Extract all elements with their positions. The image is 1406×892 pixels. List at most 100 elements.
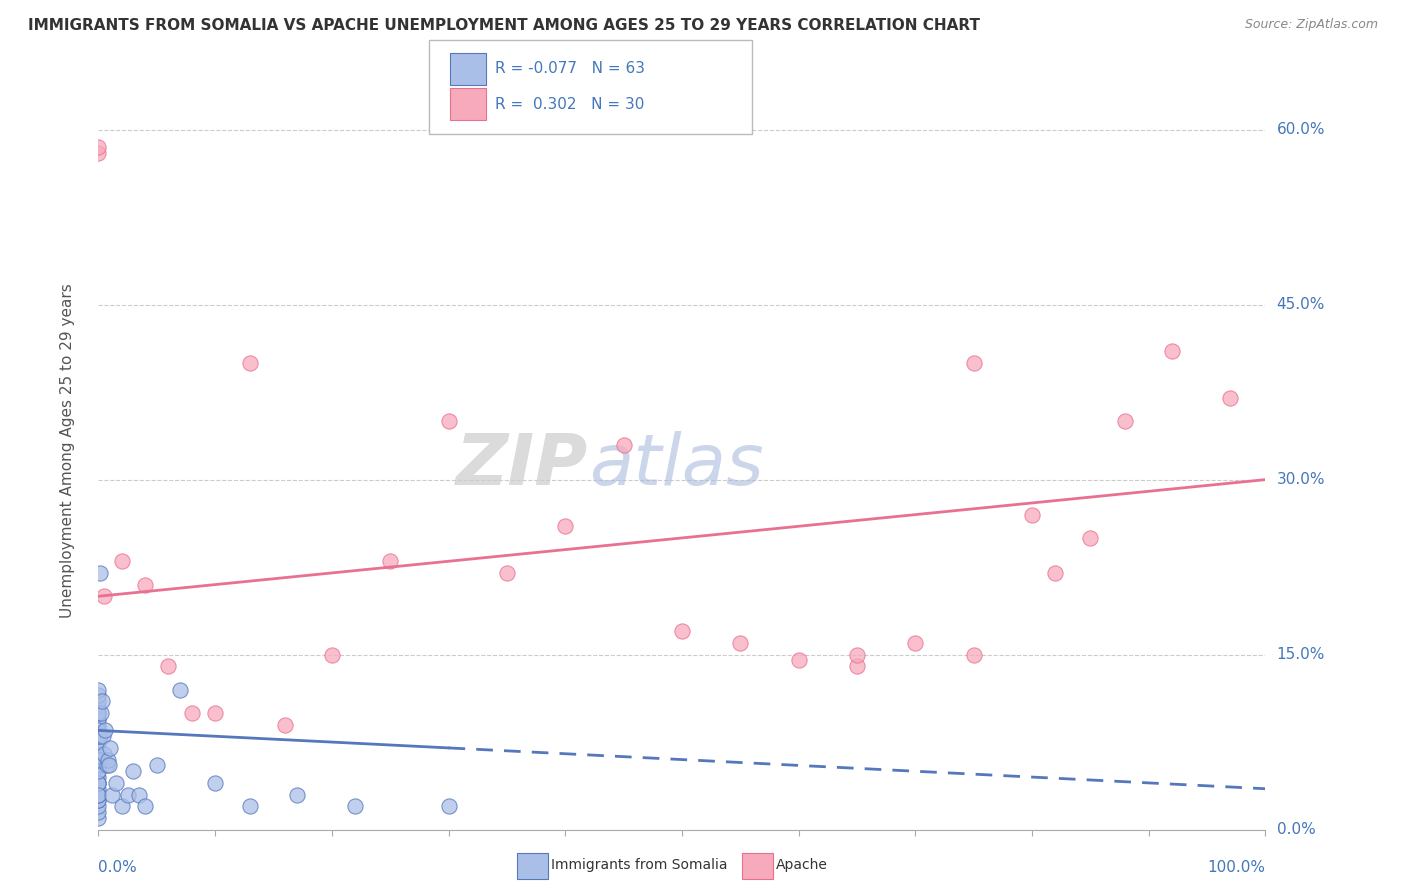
Point: [87, 753, 110, 767]
Point: [87, 706, 110, 720]
Text: 45.0%: 45.0%: [1277, 297, 1324, 312]
Point: [87, 776, 110, 790]
Text: 0.0%: 0.0%: [98, 860, 138, 875]
Point: [671, 624, 693, 639]
Point: [1045, 566, 1067, 580]
Point: [87, 140, 110, 154]
Point: [87, 753, 110, 767]
Point: [97, 753, 120, 767]
Point: [1219, 391, 1241, 405]
Point: [87, 799, 110, 814]
Point: [93, 747, 115, 761]
Point: [87, 770, 110, 784]
Point: [87, 805, 110, 819]
Text: 30.0%: 30.0%: [1277, 472, 1324, 487]
Y-axis label: Unemployment Among Ages 25 to 29 years: Unemployment Among Ages 25 to 29 years: [60, 283, 75, 618]
Text: R = -0.077   N = 63: R = -0.077 N = 63: [495, 62, 645, 76]
Point: [87, 793, 110, 807]
Point: [134, 577, 156, 591]
Point: [321, 648, 343, 662]
Point: [1021, 508, 1043, 522]
Text: Apache: Apache: [776, 858, 828, 872]
Point: [87, 758, 110, 772]
Point: [787, 653, 810, 667]
Point: [1114, 414, 1136, 428]
Point: [87, 753, 110, 767]
Point: [239, 356, 262, 370]
Point: [87, 776, 110, 790]
Point: [437, 414, 460, 428]
Point: [87, 764, 110, 779]
Point: [1161, 344, 1184, 359]
Point: [87, 758, 110, 772]
Point: [344, 799, 367, 814]
Point: [87, 811, 110, 825]
Point: [204, 776, 226, 790]
Text: 15.0%: 15.0%: [1277, 647, 1324, 662]
Point: [146, 758, 169, 772]
Text: R =  0.302   N = 30: R = 0.302 N = 30: [495, 97, 644, 112]
Point: [87, 740, 110, 755]
Point: [122, 764, 145, 779]
Point: [89, 729, 111, 743]
Point: [91, 729, 114, 743]
Point: [87, 723, 110, 738]
Text: 0.0%: 0.0%: [1277, 822, 1315, 837]
Point: [117, 788, 139, 802]
Point: [87, 781, 110, 796]
Point: [87, 723, 110, 738]
Text: IMMIGRANTS FROM SOMALIA VS APACHE UNEMPLOYMENT AMONG AGES 25 TO 29 YEARS CORRELA: IMMIGRANTS FROM SOMALIA VS APACHE UNEMPL…: [28, 18, 980, 33]
Text: Source: ZipAtlas.com: Source: ZipAtlas.com: [1244, 18, 1378, 31]
Point: [904, 636, 927, 650]
Text: atlas: atlas: [589, 431, 763, 500]
Point: [101, 788, 124, 802]
Point: [274, 717, 297, 731]
Point: [204, 706, 226, 720]
Point: [87, 776, 110, 790]
Text: 60.0%: 60.0%: [1277, 122, 1324, 137]
Point: [87, 793, 110, 807]
Text: ZIP: ZIP: [457, 431, 589, 500]
Point: [93, 589, 115, 603]
Point: [94, 723, 117, 738]
Point: [87, 146, 110, 161]
Point: [98, 740, 121, 755]
Text: Immigrants from Somalia: Immigrants from Somalia: [551, 858, 728, 872]
Point: [87, 700, 110, 714]
Point: [239, 799, 262, 814]
Point: [90, 694, 112, 708]
Point: [87, 694, 110, 708]
Point: [496, 566, 519, 580]
Point: [87, 788, 110, 802]
Point: [87, 764, 110, 779]
Point: [157, 659, 180, 673]
Point: [128, 788, 150, 802]
Point: [89, 753, 111, 767]
Point: [1080, 531, 1102, 545]
Point: [380, 554, 402, 568]
Point: [180, 706, 202, 720]
Point: [87, 682, 110, 697]
Point: [87, 712, 110, 726]
Point: [437, 799, 460, 814]
Point: [730, 636, 752, 650]
Point: [962, 356, 984, 370]
Point: [87, 729, 110, 743]
Point: [87, 788, 110, 802]
Point: [87, 735, 110, 749]
Point: [96, 758, 118, 772]
Point: [134, 799, 156, 814]
Point: [111, 554, 134, 568]
Point: [285, 788, 308, 802]
Point: [97, 758, 120, 772]
Point: [554, 519, 576, 533]
Point: [104, 776, 127, 790]
Point: [612, 437, 634, 451]
Point: [90, 706, 112, 720]
Point: [87, 706, 110, 720]
Text: 100.0%: 100.0%: [1208, 860, 1265, 875]
Point: [87, 717, 110, 731]
Point: [846, 659, 869, 673]
Point: [87, 735, 110, 749]
Point: [89, 566, 111, 580]
